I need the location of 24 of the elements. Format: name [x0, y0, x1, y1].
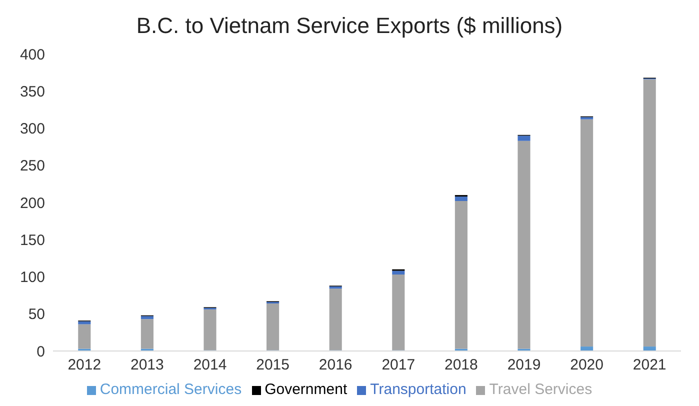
y-tick-label: 0 [36, 343, 45, 360]
y-tick-label: 100 [20, 269, 45, 286]
x-tick-label: 2013 [130, 356, 164, 374]
chart-title: B.C. to Vietnam Service Exports ($ millions) [135, 12, 564, 40]
y-tick-label: 400 [20, 46, 45, 64]
legend-label: Travel Services [489, 381, 592, 398]
x-tick-label: 2019 [507, 356, 541, 374]
y-tick-label: 250 [20, 158, 45, 175]
y-tick-label: 300 [20, 120, 45, 138]
y-tick-label: 200 [20, 194, 45, 212]
x-tick-label: 2018 [444, 356, 478, 374]
x-tick-label: 2014 [193, 356, 227, 374]
y-tick-label: 50 [28, 306, 45, 324]
x-tick-label: 2020 [570, 356, 604, 374]
y-tick-label: 350 [20, 83, 45, 100]
x-tick-label: 2017 [382, 356, 416, 374]
x-tick-label: 2012 [68, 356, 102, 374]
legend-label: Commercial Services [100, 381, 242, 398]
x-tick-label: 2015 [256, 356, 290, 374]
legend-label: Government [264, 381, 348, 398]
y-tick-label: 150 [20, 232, 45, 249]
x-tick-label: 2021 [632, 356, 666, 374]
x-tick-label: 2016 [318, 356, 352, 374]
legend-label: Transportation [370, 381, 466, 398]
